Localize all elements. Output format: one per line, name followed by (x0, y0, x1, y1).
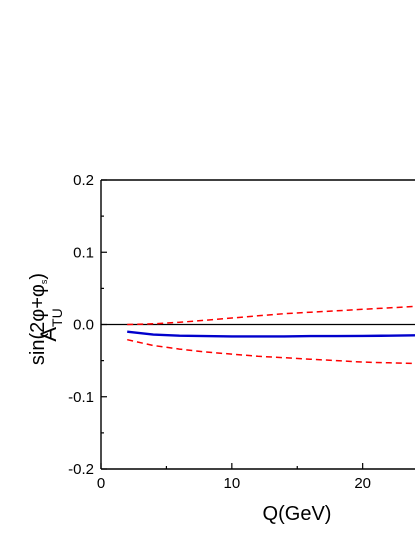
y-axis-label-sub: TU (49, 308, 65, 327)
y-tick-label: -0.1 (68, 389, 94, 406)
ticks (100, 179, 364, 470)
x-axis-label: Q(GeV) (263, 503, 332, 525)
labels: -0.2 -0.1 0.0 0.1 0.2 0 10 20 (68, 172, 371, 492)
y-tick-label: 0.1 (73, 244, 94, 261)
y-tick-label: 0.0 (73, 317, 94, 334)
y-axis-label-main: A (36, 327, 61, 342)
y-axis-label-superscript: sin(2φ+φs) (27, 273, 49, 365)
x-tick-label: 20 (354, 475, 371, 492)
y-axis-label: ATU sin(2φ+φs) (27, 273, 65, 365)
y-tick-label: -0.2 (68, 461, 94, 478)
series-line-3 (127, 338, 415, 365)
svg-text:ATU: ATU (36, 308, 65, 341)
series-layer (127, 305, 415, 365)
series-line-2 (127, 305, 415, 326)
series-line-1 (127, 330, 415, 338)
x-tick-label: 10 (223, 475, 240, 492)
y-tick-label: 0.2 (73, 172, 94, 189)
x-tick-label: 0 (97, 475, 105, 492)
